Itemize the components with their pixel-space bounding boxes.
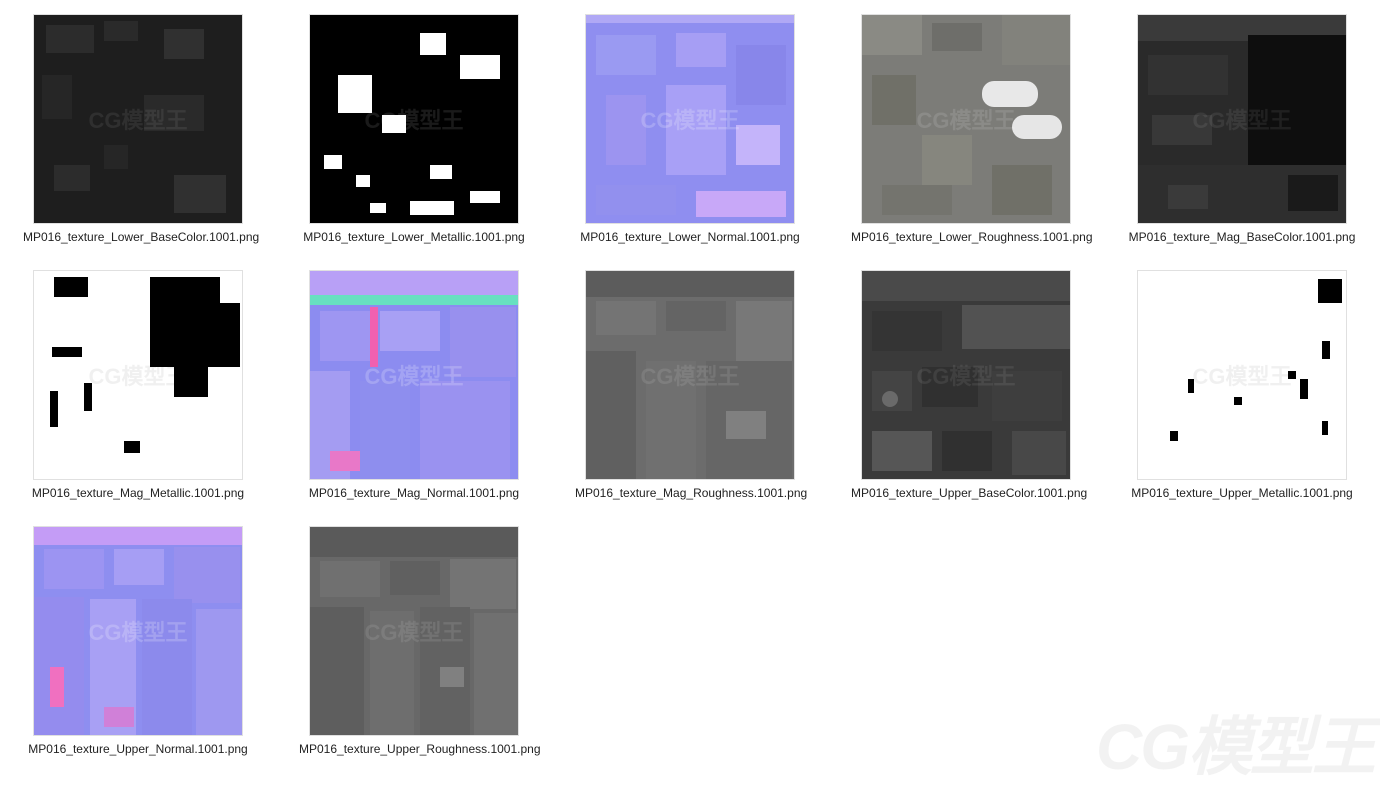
file-name-label: MP016_texture_Lower_Normal.1001.png [575, 230, 805, 260]
file-name-label: MP016_texture_Upper_Normal.1001.png [23, 742, 253, 772]
file-thumbnail[interactable]: CG模型王 [33, 14, 243, 224]
file-thumbnail[interactable]: CG模型王 [585, 270, 795, 480]
file-thumbnail[interactable]: CG模型王 [309, 14, 519, 224]
file-name-label: MP016_texture_Upper_BaseColor.1001.png [851, 486, 1081, 516]
file-name-label: MP016_texture_Mag_Roughness.1001.png [575, 486, 805, 516]
file-name-label: MP016_texture_Lower_Roughness.1001.png [851, 230, 1081, 260]
file-name-label: MP016_texture_Upper_Roughness.1001.png [299, 742, 529, 772]
file-name-label: MP016_texture_Lower_BaseColor.1001.png [23, 230, 253, 260]
file-thumbnail[interactable]: CG模型王 [33, 526, 243, 736]
file-thumbnail[interactable]: CG模型王 [861, 270, 1071, 480]
file-item[interactable]: CG模型王 MP016_texture_Lower_Roughness.1001.… [848, 14, 1084, 260]
file-item[interactable]: CG模型王 MP016_texture_Lower_Metallic.1001.p… [296, 14, 532, 260]
file-thumbnail[interactable]: CG模型王 [585, 14, 795, 224]
file-thumbnail[interactable]: CG模型王 [1137, 14, 1347, 224]
file-thumbnail[interactable]: CG模型王 [861, 14, 1071, 224]
file-name-label: MP016_texture_Upper_Metallic.1001.png [1127, 486, 1357, 516]
file-thumbnail[interactable]: CG模型王 [309, 270, 519, 480]
file-item[interactable]: CG模型王 MP016_texture_Mag_BaseColor.1001.pn… [1124, 14, 1360, 260]
file-item[interactable]: CG模型王 MP016_texture_Upper_BaseColor.1001.… [848, 270, 1084, 516]
file-item[interactable]: CG模型王 MP016_texture_Upper_Roughness.1001.… [296, 526, 532, 772]
file-thumbnail[interactable]: CG模型王 [33, 270, 243, 480]
file-item[interactable]: CG模型王 MP016_texture_Mag_Metallic.1001.png [20, 270, 256, 516]
file-item[interactable]: CG模型王 MP016_texture_Lower_BaseColor.1001.… [20, 14, 256, 260]
file-item[interactable]: CG模型王 MP016_texture_Upper_Metallic.1001.p… [1124, 270, 1360, 516]
file-name-label: MP016_texture_Mag_BaseColor.1001.png [1127, 230, 1357, 260]
file-item[interactable]: CG模型王 MP016_texture_Upper_Normal.1001.png [20, 526, 256, 772]
file-thumbnail[interactable]: CG模型王 [1137, 270, 1347, 480]
file-item[interactable]: CG模型王 MP016_texture_Lower_Normal.1001.png [572, 14, 808, 260]
file-item[interactable]: CG模型王 MP016_texture_Mag_Roughness.1001.pn… [572, 270, 808, 516]
file-name-label: MP016_texture_Mag_Normal.1001.png [299, 486, 529, 516]
watermark: CG模型王 [916, 103, 1015, 135]
file-item[interactable]: CG模型王 MP016_texture_Mag_Normal.1001.png [296, 270, 532, 516]
watermark: CG模型王 [364, 103, 463, 135]
file-name-label: MP016_texture_Lower_Metallic.1001.png [299, 230, 529, 260]
file-thumbnail[interactable]: CG模型王 [309, 526, 519, 736]
thumbnail-grid: CG模型王 MP016_texture_Lower_BaseColor.1001.… [0, 0, 1380, 780]
file-name-label: MP016_texture_Mag_Metallic.1001.png [23, 486, 253, 516]
watermark: CG模型王 [1192, 359, 1291, 391]
